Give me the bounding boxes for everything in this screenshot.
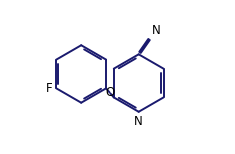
- Text: O: O: [105, 86, 115, 99]
- Text: N: N: [152, 24, 161, 37]
- Text: N: N: [134, 115, 143, 128]
- Text: F: F: [46, 82, 53, 95]
